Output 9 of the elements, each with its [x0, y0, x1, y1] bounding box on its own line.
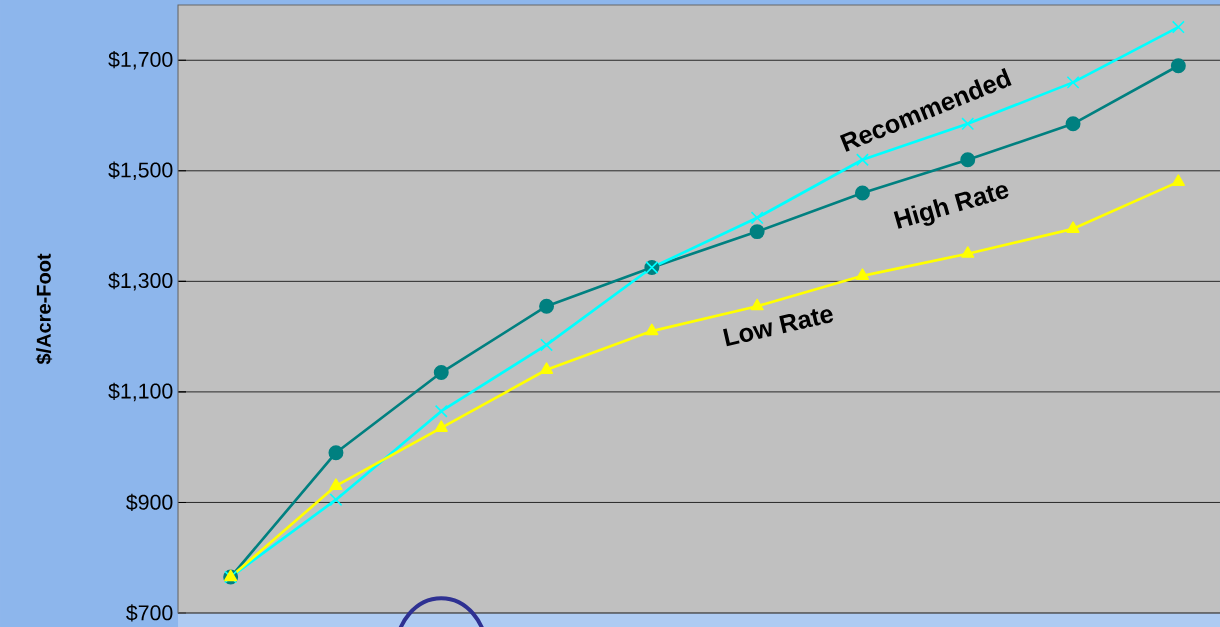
text: High Rate: [893, 185, 1009, 229]
y-tick-label: $1,500: [108, 161, 173, 181]
y-tick-label: $1,300: [108, 272, 173, 291]
text: Low Rate: [723, 309, 834, 347]
y-tick-label: $1,100: [108, 382, 173, 402]
y-axis-title: $/Acre-Foot: [35, 253, 53, 365]
y-tick-label: $900: [126, 493, 173, 512]
y-tick-label: $1,700: [108, 51, 173, 70]
y-tick-label: $700: [126, 604, 173, 622]
